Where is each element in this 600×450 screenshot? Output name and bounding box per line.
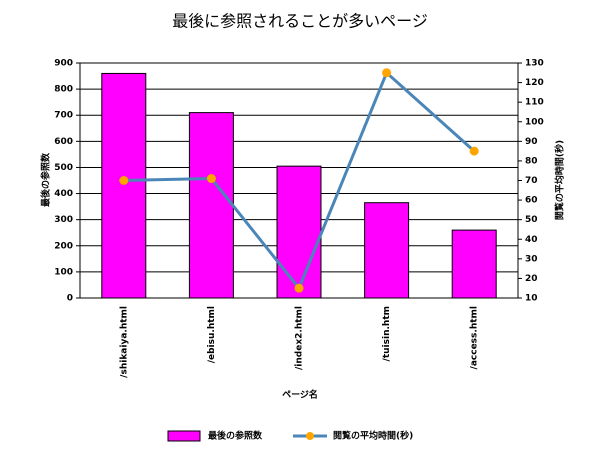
- y2-tick-label: 60: [525, 196, 538, 206]
- x-tick-label: /tuisin.htm: [382, 306, 392, 361]
- y-tick-label: 200: [54, 241, 73, 251]
- bar: [451, 229, 497, 299]
- x-tick-label: /index2.html: [295, 306, 305, 370]
- y-tick-label: 300: [54, 215, 73, 225]
- chart-title: 最後に参照されることが多いページ: [172, 12, 428, 31]
- y2-tick-label: 120: [525, 78, 544, 88]
- y-tick-label: 100: [54, 267, 73, 277]
- y2-tick-label: 30: [525, 254, 538, 264]
- y-tick-label: 900: [54, 59, 73, 69]
- marker: [294, 283, 304, 293]
- y-tick-label: 800: [54, 85, 73, 95]
- bar: [276, 165, 322, 299]
- y-tick-label: 0: [67, 294, 73, 304]
- y2-tick-label: 40: [525, 235, 538, 245]
- y2-tick-label: 90: [525, 137, 538, 147]
- x-axis-label: ページ名: [282, 389, 318, 401]
- y2-tick-label: 50: [525, 215, 538, 225]
- legend-marker: [306, 432, 314, 440]
- y-tick-label: 500: [54, 163, 73, 173]
- y-tick-label: 600: [54, 137, 73, 147]
- y2-axis-label: 閲覧の平均時間(秒): [554, 140, 566, 220]
- y-tick-label: 400: [54, 189, 73, 199]
- y2-tick-label: 10: [525, 294, 538, 304]
- x-tick-label: /access.html: [470, 306, 480, 369]
- marker: [469, 146, 479, 156]
- y2-tick-label: 110: [525, 98, 544, 108]
- x-tick-label: /ebisu.html: [207, 306, 217, 363]
- bar: [188, 112, 234, 299]
- legend-label: 閲覧の平均時間(秒): [333, 430, 413, 442]
- y2-tick-label: 80: [525, 156, 538, 166]
- y2-tick-label: 130: [525, 59, 544, 69]
- y-axis-label: 最後の参照数: [40, 152, 52, 207]
- bar: [101, 72, 147, 299]
- legend-label: 最後の参照数: [208, 430, 263, 442]
- y2-tick-label: 70: [525, 176, 538, 186]
- marker: [206, 174, 216, 184]
- bar: [364, 202, 410, 299]
- marker: [382, 68, 392, 78]
- y2-tick-label: 100: [525, 117, 544, 127]
- legend-swatch: [167, 430, 201, 442]
- y2-tick-label: 20: [525, 274, 538, 284]
- marker: [119, 176, 129, 185]
- x-tick-label: /shikaiya.html: [119, 306, 129, 378]
- y-tick-label: 700: [54, 111, 73, 121]
